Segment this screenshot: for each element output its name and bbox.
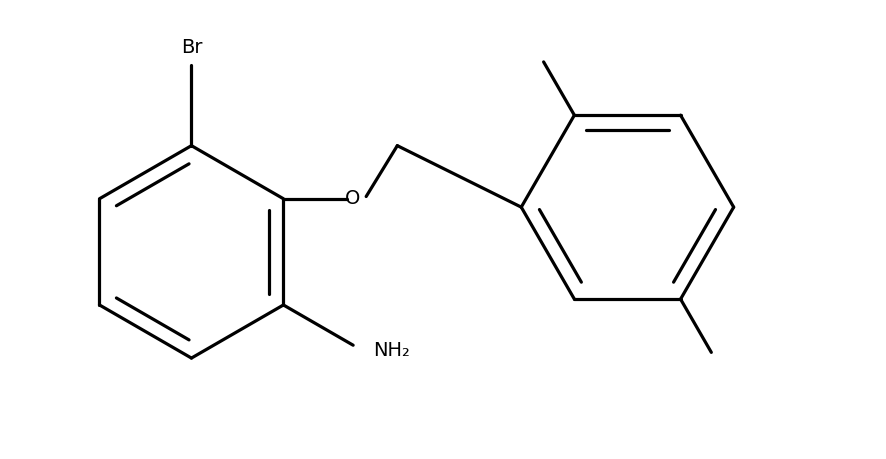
Text: O: O bbox=[345, 189, 361, 208]
Text: NH₂: NH₂ bbox=[373, 341, 410, 360]
Text: Br: Br bbox=[181, 39, 202, 57]
